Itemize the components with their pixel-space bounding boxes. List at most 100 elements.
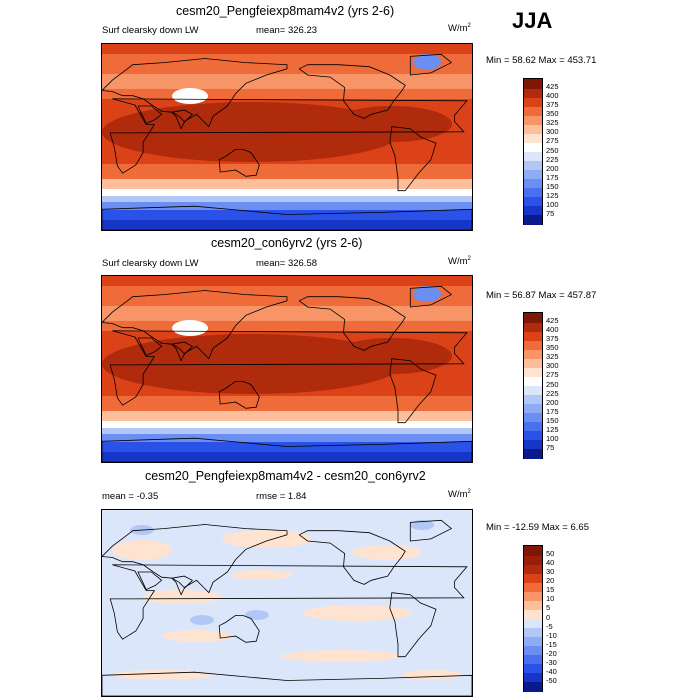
- coastline: [218, 149, 260, 177]
- coastline: [218, 381, 260, 409]
- panel1-map: [101, 43, 473, 231]
- panel2-minmax: Min = 56.87 Max = 457.87: [486, 290, 597, 301]
- colorbar-tick-label: 275: [546, 370, 559, 380]
- colorbar-tick-label: 75: [546, 442, 555, 452]
- colorbar-bin: [524, 205, 542, 216]
- colorbar-bins: [523, 312, 543, 459]
- map-field-band: [102, 321, 472, 331]
- coastline: [389, 592, 437, 658]
- colorbar-bins: [523, 545, 543, 692]
- coastline: [389, 358, 437, 424]
- panel2-mean: mean= 326.58: [256, 258, 318, 269]
- colorbar-bin: [524, 600, 542, 610]
- colorbar-bin: [524, 654, 542, 665]
- coastline: [102, 205, 472, 230]
- map-field-patch: [413, 286, 441, 302]
- colorbar-bin: [524, 663, 542, 674]
- map-field-band: [102, 306, 472, 321]
- map-field-band: [102, 202, 472, 210]
- panel1-title: cesm20_Pengfeiexp8mam4v2 (yrs 2-6): [176, 4, 395, 18]
- colorbar-bin: [524, 627, 542, 638]
- colorbar-tick-label: 30: [546, 567, 555, 577]
- colorbar-tick-label: 375: [546, 334, 559, 344]
- map-field-patch: [332, 338, 452, 374]
- panel1-units: W/m2: [448, 23, 471, 35]
- colorbar-tick-label: 200: [546, 163, 559, 173]
- colorbar-tick-label: 350: [546, 343, 559, 353]
- coastline: [137, 105, 163, 125]
- panel2-map: [101, 275, 473, 463]
- colorbar-bin: [524, 331, 542, 341]
- colorbar-tick-label: 50: [546, 549, 555, 559]
- panel3-minmax: Min = -12.59 Max = 6.65: [486, 522, 589, 533]
- colorbar-tick-label: 350: [546, 109, 559, 119]
- colorbar-tick-label: 375: [546, 100, 559, 110]
- colorbar-tick-label: 300: [546, 127, 559, 137]
- map-field-band: [102, 452, 472, 462]
- colorbar-tick-label: 20: [546, 576, 555, 586]
- map-field-band: [102, 276, 472, 286]
- coastline: [109, 330, 468, 406]
- colorbar-tick-label: -10: [546, 630, 557, 640]
- colorbar-tick-label: 325: [546, 352, 559, 362]
- colorbar-bin: [524, 151, 542, 162]
- colorbar-bins: [523, 78, 543, 225]
- panel1-variable: Surf clearsky down LW: [102, 25, 199, 36]
- map-field-patch: [172, 88, 208, 104]
- colorbar-tick-label: 225: [546, 388, 559, 398]
- map-field-patch: [352, 545, 422, 560]
- colorbar-bin: [524, 412, 542, 423]
- map-field-band: [102, 428, 472, 434]
- colorbar-bin: [524, 196, 542, 207]
- colorbar-bin: [524, 349, 542, 359]
- colorbar-tick-label: 5: [546, 603, 551, 613]
- map-field-patch: [302, 605, 412, 621]
- map-field-patch: [102, 334, 402, 394]
- map-field-patch: [172, 320, 208, 336]
- colorbar-bin: [524, 106, 542, 116]
- colorbar-bin: [524, 313, 542, 323]
- colorbar-bin: [524, 88, 542, 98]
- panel1-mean: mean= 326.23: [256, 25, 318, 36]
- coastline: [171, 341, 194, 362]
- colorbar-tick-label: 300: [546, 361, 559, 371]
- colorbar-tick-label: -15: [546, 639, 557, 649]
- coastline: [102, 671, 472, 696]
- colorbar-bin: [524, 681, 542, 692]
- colorbar-bin: [524, 609, 542, 619]
- colorbar-bin: [524, 322, 542, 332]
- map-field-patch: [162, 630, 232, 642]
- panel3-map: [101, 509, 473, 697]
- colorbar-tick-label: 15: [546, 585, 555, 595]
- colorbar-bin: [524, 178, 542, 189]
- colorbar-tick-label: 0: [546, 612, 551, 622]
- map-field-patch: [232, 570, 292, 580]
- colorbar-bin: [524, 448, 542, 459]
- colorbar-tick-label: -5: [546, 621, 553, 631]
- colorbar-bin: [524, 79, 542, 89]
- map-field-band: [102, 434, 472, 442]
- panel3-units: W/m2: [448, 489, 471, 501]
- map-field-band: [102, 196, 472, 202]
- colorbar-tick-label: 175: [546, 172, 559, 182]
- colorbar-tick-label: 425: [546, 316, 559, 326]
- colorbar-bin: [524, 439, 542, 450]
- colorbar-tick-label: 100: [546, 433, 559, 443]
- coastline: [137, 571, 163, 591]
- map-field-band: [102, 179, 472, 189]
- panel2-variable: Surf clearsky down LW: [102, 258, 199, 269]
- colorbar-bin: [524, 430, 542, 441]
- map-field-band: [102, 286, 472, 296]
- map-field-band: [102, 54, 472, 64]
- colorbar-tick-label: 150: [546, 181, 559, 191]
- map-field-patch: [190, 615, 214, 625]
- colorbar-bin: [524, 672, 542, 683]
- colorbar-tick-label: 250: [546, 379, 559, 389]
- colorbar-bin: [524, 97, 542, 107]
- panel1-minmax: Min = 58.62 Max = 453.71: [486, 55, 597, 66]
- colorbar-bin: [524, 115, 542, 125]
- coastline: [409, 285, 453, 308]
- map-field-patch: [413, 54, 441, 70]
- coastline: [409, 519, 453, 542]
- colorbar-tick-label: 125: [546, 190, 559, 200]
